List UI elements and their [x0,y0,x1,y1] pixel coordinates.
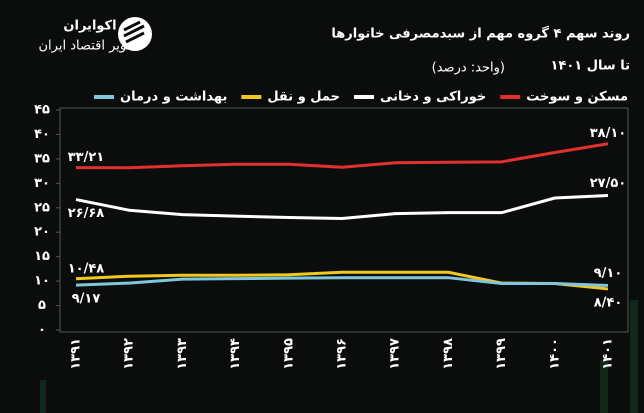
x-tick-label: ۱۳۹۳ [175,338,190,370]
x-tick-label: ۱۳۹۷ [388,338,403,370]
y-tick-label: ۳۰ [34,176,50,191]
line-series [75,142,609,170]
x-tick-label: ۱۳۹۹ [494,338,509,370]
value-label: ۳۳/۲۱ [68,150,105,165]
y-tick-label: ۱۵ [34,249,50,264]
chart-subtitle: (واحد: درصد) [432,61,505,76]
x-tick-label: ۱۳۹۵ [281,338,296,370]
logo: اکوایران تصویر اقتصاد ایران [39,17,152,54]
value-label: ۱۰/۴۸ [68,261,105,276]
y-tick-label: ۴۰ [34,127,50,142]
logo-name: اکوایران [63,19,116,34]
y-tick-label: ۲۵ [34,200,50,215]
chart-title: روند سهم ۴ گروه مهم از سبدمصرفی خانوارها [331,26,630,42]
x-tick-label: ۱۴۰۱ [601,338,616,370]
x-tick-label: ۱۳۹۴ [228,338,243,370]
x-tick-label: ۱۳۹۱ [69,338,84,370]
logo-tagline: تصویر اقتصاد ایران [39,39,142,54]
legend-label: حمل و نقل [267,90,340,105]
decoration [40,300,638,413]
y-tick-label: ۰ [38,323,46,338]
value-label: ۳۸/۱۰ [590,126,627,141]
value-label: ۸/۴۰ [594,295,623,310]
line-series [75,276,609,288]
y-tick-label: ۱۰ [34,274,50,289]
legend-label: خوراکی و دخانی [380,90,486,105]
x-tick-label: ۱۴۰۰ [547,338,562,370]
plot-frame [59,107,629,333]
legend-label: مسکن و سوخت [526,90,628,105]
x-tick-label: ۱۳۹۸ [441,338,456,370]
y-tick-label: ۲۰ [34,225,50,240]
line-series [75,194,609,221]
y-tick-label: ۵ [38,298,46,313]
x-tick-label: ۱۳۹۲ [122,338,137,370]
x-tick-label: ۱۳۹۶ [335,338,350,370]
value-label: ۲۶/۶۸ [68,206,105,221]
chart-title-line2: تا سال ۱۴۰۱ [550,59,630,74]
value-label: ۲۷/۵۰ [590,176,627,191]
value-label: ۹/۱۷ [72,292,101,307]
value-label: ۹/۱۰ [594,266,623,281]
y-tick-label: ۴۵ [34,103,50,118]
legend-label: بهداشت و درمان [120,90,227,105]
y-tick-label: ۳۵ [34,151,50,166]
